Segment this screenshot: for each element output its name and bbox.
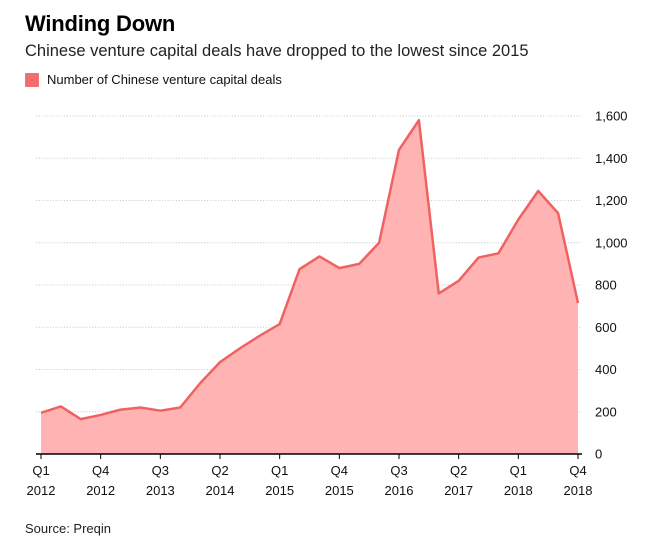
x-tick-label: 2012 xyxy=(27,483,56,498)
y-tick-label: 200 xyxy=(595,404,617,419)
x-tick-label: 2015 xyxy=(325,483,354,498)
x-tick-label: Q2 xyxy=(450,463,467,478)
area-fill xyxy=(41,120,578,454)
legend: Number of Chinese venture capital deals xyxy=(25,72,282,87)
x-tick-label: Q3 xyxy=(390,463,407,478)
x-tick-label: Q2 xyxy=(211,463,228,478)
source-note: Source: Preqin xyxy=(25,521,111,536)
legend-label: Number of Chinese venture capital deals xyxy=(47,72,282,87)
x-tick-label: 2012 xyxy=(86,483,115,498)
x-tick-label: 2014 xyxy=(206,483,235,498)
x-tick-label: Q1 xyxy=(32,463,49,478)
legend-swatch xyxy=(25,72,39,87)
y-tick-label: 1,400 xyxy=(595,151,628,166)
y-tick-label: 1,200 xyxy=(595,193,628,208)
chart-subtitle: Chinese venture capital deals have dropp… xyxy=(25,42,529,60)
y-tick-label: 1,000 xyxy=(595,235,628,250)
x-tick-label: Q4 xyxy=(569,463,586,478)
x-tick-label: Q1 xyxy=(510,463,527,478)
y-tick-label: 0 xyxy=(595,447,602,462)
chart-title: Winding Down xyxy=(25,11,176,36)
x-tick-label: 2015 xyxy=(265,483,294,498)
x-tick-label: Q4 xyxy=(331,463,348,478)
x-tick-label: 2013 xyxy=(146,483,175,498)
x-tick-label: 2017 xyxy=(444,483,473,498)
x-tick-label: Q4 xyxy=(92,463,109,478)
x-tick-label: Q1 xyxy=(271,463,288,478)
x-tick-label: 2018 xyxy=(564,483,593,498)
x-tick-label: Q3 xyxy=(152,463,169,478)
y-tick-label: 600 xyxy=(595,320,617,335)
y-tick-label: 400 xyxy=(595,362,617,377)
y-tick-label: 800 xyxy=(595,278,617,293)
series-line xyxy=(40,118,580,421)
x-tick-label: 2018 xyxy=(504,483,533,498)
y-tick-label: 1,600 xyxy=(595,109,628,124)
x-tick-label: 2016 xyxy=(385,483,414,498)
